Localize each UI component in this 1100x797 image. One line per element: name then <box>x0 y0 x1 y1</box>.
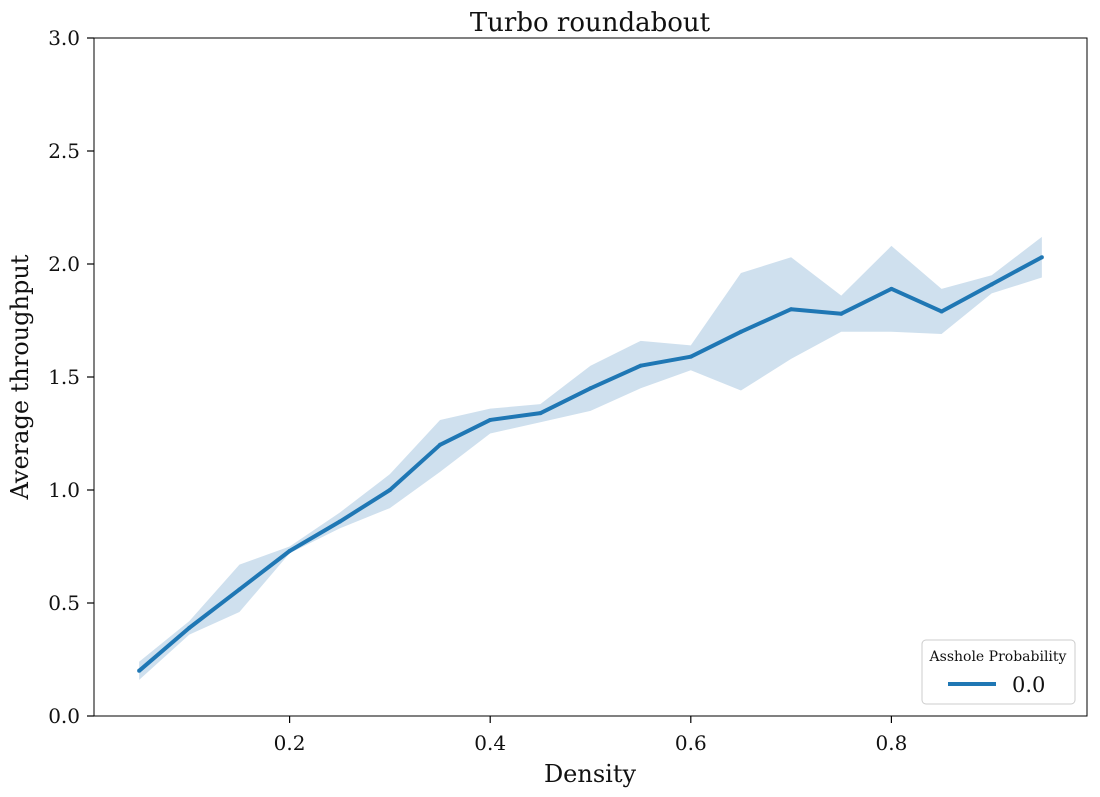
data-point <box>187 625 192 630</box>
x-tick-label: 0.2 <box>274 731 306 755</box>
y-tick-label: 2.0 <box>48 252 80 276</box>
data-point <box>989 282 994 287</box>
data-point <box>588 386 593 391</box>
data-point <box>488 417 493 422</box>
data-point <box>438 442 443 447</box>
data-point <box>889 286 894 291</box>
data-point <box>939 309 944 314</box>
y-tick-label: 0.0 <box>48 704 80 728</box>
x-axis-ticks: 0.2 0.4 0.6 0.8 <box>274 716 908 755</box>
x-axis-label: Density <box>544 760 637 788</box>
data-point <box>237 587 242 592</box>
data-point <box>387 488 392 492</box>
confidence-band-layer <box>139 236 1042 680</box>
data-point <box>1039 255 1044 260</box>
data-point <box>839 311 844 316</box>
y-axis-ticks: 0.0 0.5 1.0 1.5 2.0 2.5 3.0 <box>48 26 94 728</box>
x-tick-label: 0.6 <box>675 731 707 755</box>
data-point <box>738 329 743 334</box>
data-point <box>789 307 794 312</box>
y-axis-label: Average throughput <box>6 254 34 500</box>
data-point <box>688 354 693 359</box>
data-point <box>638 363 643 368</box>
legend: Asshole Probability 0.0 <box>921 639 1076 705</box>
y-tick-label: 1.0 <box>48 478 80 502</box>
data-point <box>137 668 142 673</box>
confidence-band-series-0 <box>139 236 1042 680</box>
y-tick-label: 1.5 <box>48 365 80 389</box>
x-tick-label: 0.8 <box>876 731 908 755</box>
x-tick-label: 0.4 <box>474 731 506 755</box>
legend-title: Asshole Probability <box>929 649 1067 665</box>
data-point <box>287 549 292 554</box>
y-tick-label: 0.5 <box>48 591 80 615</box>
y-tick-label: 3.0 <box>48 26 80 50</box>
y-tick-label: 2.5 <box>48 139 80 163</box>
chart-title: Turbo roundabout <box>470 8 711 38</box>
data-point <box>337 519 342 524</box>
series-line-layer <box>137 255 1044 673</box>
legend-entry-label: 0.0 <box>1012 673 1045 697</box>
legend-box <box>921 639 1076 705</box>
data-point <box>538 411 543 416</box>
